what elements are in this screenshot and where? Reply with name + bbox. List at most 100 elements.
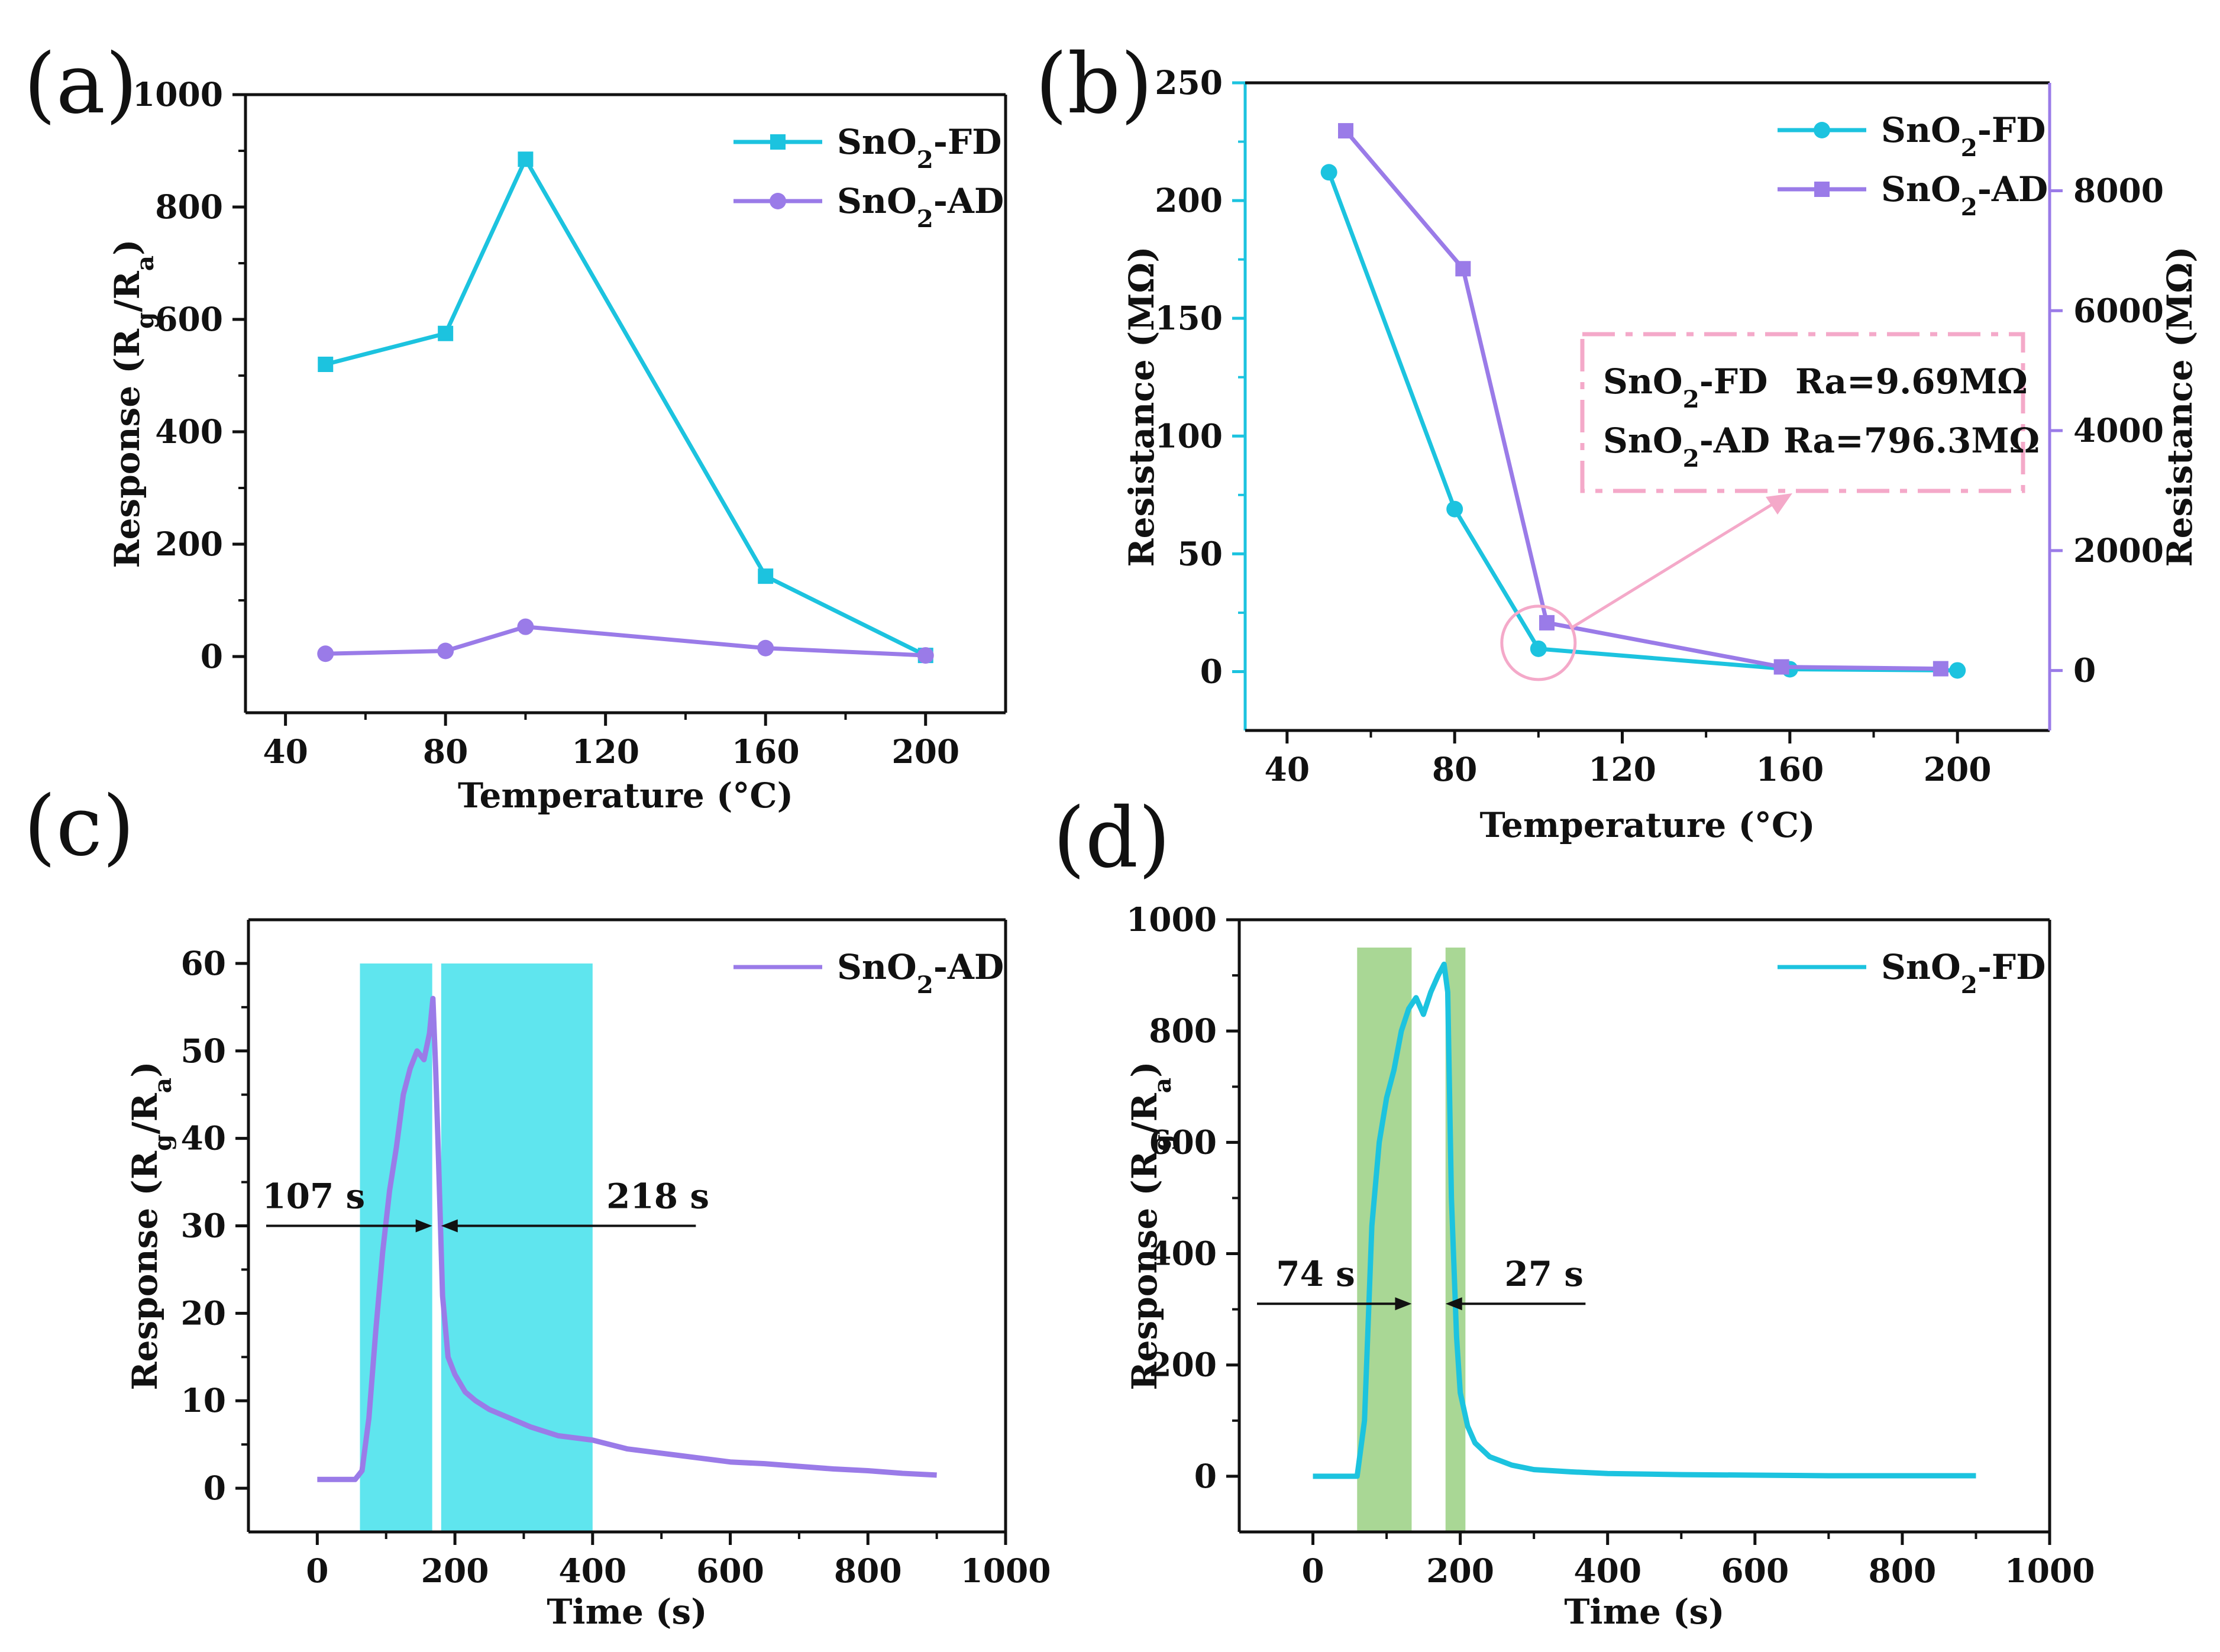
time-annotation: 74 s (1276, 1254, 1355, 1294)
y-tick-label: 40 (180, 1119, 226, 1158)
x-tick-label: 0 (306, 1551, 328, 1590)
callout-value: Ra=9.69MΩ (1795, 361, 2028, 402)
x-tick-label: 200 (1924, 750, 1992, 788)
x-tick-label: 160 (1756, 750, 1824, 788)
legend-marker (1814, 182, 1830, 197)
x-tick-label: 1000 (960, 1551, 1051, 1590)
legend-marker (770, 134, 786, 150)
y-tick-label: 150 (1155, 299, 1223, 337)
panel-label: (b) (1035, 36, 1153, 132)
legend-label: SnO2-FD (1881, 947, 2045, 999)
data-point (1949, 662, 1966, 679)
data-point (1338, 123, 1353, 139)
time-annotation: 218 s (606, 1176, 709, 1217)
callout-box (1580, 332, 2025, 493)
data-point (758, 568, 774, 584)
x-tick-label: 40 (263, 732, 308, 771)
y-tick-label: 800 (155, 187, 223, 226)
y-tick-label: 60 (180, 944, 226, 982)
time-annotation: 107 s (262, 1176, 365, 1217)
data-point (317, 645, 334, 662)
series-line (325, 157, 927, 658)
y-tick-label: 200 (1149, 1346, 1217, 1384)
y-tick-label: 600 (1149, 1123, 1217, 1161)
y-right-tick-label: 8000 (2073, 172, 2164, 210)
y-axis-label: Response (Rg/Ra) (107, 239, 159, 568)
y-tick-label: 0 (203, 1469, 226, 1507)
data-point (1539, 615, 1555, 631)
arrowhead (1445, 1297, 1462, 1311)
legend-label: SnO2-FD (1881, 110, 2045, 162)
time-band (360, 963, 432, 1531)
y-tick-label: 0 (201, 637, 223, 675)
panel-label: (c) (24, 778, 135, 875)
data-point (1455, 261, 1471, 277)
x-tick-label: 200 (1426, 1551, 1494, 1590)
arrowhead (441, 1219, 458, 1233)
y-right-axis-label: Resistance (MΩ) (2160, 246, 2200, 567)
callout-arrow (1570, 494, 1788, 630)
data-point (437, 642, 454, 659)
data-point (1530, 640, 1547, 657)
legend-label: SnO2-AD (837, 947, 1004, 999)
panel-label: (a) (24, 36, 138, 132)
x-axis-label: Time (s) (547, 1592, 707, 1632)
legend-label: SnO2-AD (837, 181, 1004, 233)
x-tick-label: 80 (1432, 750, 1478, 788)
legend-label: SnO2-FD (837, 122, 1001, 174)
y-right-tick-label: 4000 (2073, 411, 2164, 450)
data-point (517, 618, 534, 635)
x-axis-label: Temperature (°C) (458, 775, 793, 816)
legend-label: SnO2-AD (1881, 169, 2048, 221)
x-tick-label: 200 (421, 1551, 489, 1590)
legend-marker (770, 193, 786, 209)
y-tick-label: 800 (1149, 1011, 1217, 1050)
y-tick-label: 400 (155, 412, 223, 451)
y-tick-label: 100 (1155, 416, 1223, 455)
callout-value: Ra=796.3MΩ (1783, 421, 2040, 461)
panel-d: (d) 0 200 400 600 800 1000 0 200 400 600 800 1000 Tim… (1053, 790, 2095, 1632)
x-tick-label: 0 (1301, 1551, 1324, 1590)
series-line (317, 995, 937, 1482)
y-tick-label: 1000 (1126, 900, 1217, 939)
x-tick-label: 1000 (2004, 1551, 2095, 1590)
series-line (325, 625, 926, 658)
y-tick-label: 50 (1177, 534, 1223, 573)
series-line (1313, 961, 1976, 1479)
time-band (441, 963, 593, 1531)
data-point (1446, 500, 1463, 518)
x-tick-label: 400 (558, 1551, 626, 1590)
data-point (917, 647, 934, 664)
x-tick-label: 800 (834, 1551, 902, 1590)
y-tick-label: 400 (1149, 1234, 1217, 1273)
y-axis-label: Response (Rg/Ra) (125, 1061, 177, 1390)
panel-label: (d) (1053, 790, 1171, 887)
panel-a: (a) 40 80 120 160 200 0 200 400 600 800 1000 Tempera… (24, 36, 1007, 816)
data-point (518, 151, 534, 167)
x-tick-label: 600 (696, 1551, 764, 1590)
callout-text: SnO2-AD (1603, 421, 1770, 473)
data-point (1773, 659, 1789, 675)
time-band (1357, 948, 1412, 1531)
x-axis-label: Time (s) (1564, 1592, 1724, 1632)
data-point (1933, 661, 1948, 677)
data-point (318, 357, 334, 372)
time-annotation: 27 s (1504, 1254, 1584, 1294)
x-tick-label: 120 (1588, 750, 1656, 788)
arrowhead (1395, 1297, 1412, 1311)
y-tick-label: 20 (180, 1294, 226, 1332)
panel-b: (b)40 80 120 160 200050100150200250020004000… (1035, 36, 2200, 845)
data-point (1320, 164, 1337, 181)
legend-marker (1814, 122, 1830, 138)
x-tick-label: 600 (1721, 1551, 1789, 1590)
callout-text: SnO2-FD (1603, 361, 1767, 413)
y-tick-label: 10 (180, 1381, 226, 1420)
highlight-circle (1500, 604, 1577, 681)
y-tick-label: 50 (180, 1032, 226, 1070)
y-axis-label: Resistance (MΩ) (1122, 246, 1162, 567)
panel-c: (c) 0 200 400 600 800 1000 0 10 20 30 40 50 60 Time (s… (24, 778, 1051, 1632)
y-tick-label: 1000 (133, 75, 223, 114)
y-tick-label: 600 (155, 300, 223, 338)
y-tick-label: 0 (1194, 1457, 1217, 1495)
y-tick-label: 30 (180, 1207, 226, 1245)
